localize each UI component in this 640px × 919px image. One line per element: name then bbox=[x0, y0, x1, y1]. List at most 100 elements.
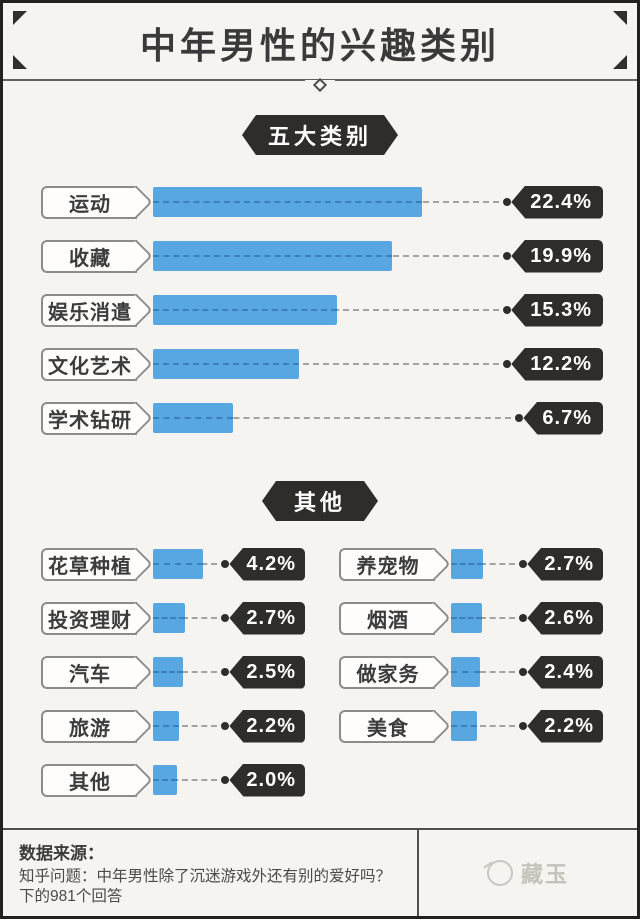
bar bbox=[451, 603, 483, 633]
leader-dot-icon bbox=[519, 668, 528, 676]
bar bbox=[153, 765, 177, 795]
leader-dot-icon bbox=[503, 198, 512, 206]
corner-triangle-icon bbox=[613, 11, 627, 25]
section-badge-main: 五大类别 bbox=[242, 115, 398, 155]
bar bbox=[153, 349, 300, 379]
page-title: 中年男性的兴趣类别 bbox=[139, 25, 500, 66]
bar-track bbox=[451, 547, 516, 581]
leader-dot-icon bbox=[503, 306, 512, 314]
leader-dot-icon bbox=[221, 560, 230, 568]
percent-sign: % bbox=[277, 714, 296, 737]
value-text: 19.9 bbox=[530, 244, 574, 267]
bar-track bbox=[153, 547, 218, 581]
category-label: 养宠物 bbox=[356, 555, 420, 578]
data-source: 数据来源： 知乎问题：中年男性除了沉迷游戏外还有别的爱好吗？ 下的981个回答 bbox=[3, 830, 417, 916]
value-tag: 6.7% bbox=[523, 401, 603, 435]
value-text: 2.4 bbox=[544, 660, 576, 683]
leader-dot-icon bbox=[221, 722, 230, 730]
value-tag: 2.2% bbox=[527, 709, 603, 743]
category-label-tag: 养宠物 bbox=[339, 547, 435, 581]
bar-row: 旅游 2.2% bbox=[41, 709, 305, 743]
percent-sign: % bbox=[277, 606, 296, 629]
percent-sign: % bbox=[575, 552, 594, 575]
leader-dot-icon bbox=[519, 614, 528, 622]
value-tag: 2.7% bbox=[527, 547, 603, 581]
value-tag: 12.2% bbox=[511, 347, 603, 381]
value-text: 2.0 bbox=[246, 768, 278, 791]
footer: 数据来源： 知乎问题：中年男性除了沉迷游戏外还有别的爱好吗？ 下的981个回答 … bbox=[3, 828, 637, 916]
value-tag: 22.4% bbox=[511, 185, 603, 219]
value-text: 15.3 bbox=[530, 298, 574, 321]
value-text: 12.2 bbox=[530, 352, 574, 375]
bar-track bbox=[153, 763, 218, 797]
value-tag: 15.3% bbox=[511, 293, 603, 327]
category-label: 学术钻研 bbox=[48, 409, 132, 432]
category-label: 其他 bbox=[69, 771, 111, 794]
percent-sign: % bbox=[575, 660, 594, 683]
bar bbox=[153, 711, 180, 741]
value-text: 2.2 bbox=[544, 714, 576, 737]
other-bar-chart: 花草种植 4.2% 投资理财 2.7% 汽车 2.5% 旅游 bbox=[3, 547, 637, 817]
bar-row: 美食 2.2% bbox=[339, 709, 603, 743]
category-label-tag: 运动 bbox=[41, 185, 137, 219]
bar-track bbox=[153, 709, 218, 743]
category-label-tag: 美食 bbox=[339, 709, 435, 743]
bar-track bbox=[153, 347, 500, 381]
percent-sign: % bbox=[573, 190, 592, 213]
bar-row: 其他 2.0% bbox=[41, 763, 305, 797]
category-label-tag: 其他 bbox=[41, 763, 137, 797]
bar-row: 运动 22.4% bbox=[41, 185, 603, 219]
section-badge-other: 其他 bbox=[262, 481, 378, 521]
percent-sign: % bbox=[573, 244, 592, 267]
value-tag: 2.5% bbox=[229, 655, 305, 689]
bar bbox=[153, 603, 186, 633]
category-label: 运动 bbox=[69, 193, 111, 216]
bar-row: 收藏 19.9% bbox=[41, 239, 603, 273]
bar bbox=[153, 549, 204, 579]
percent-sign: % bbox=[573, 352, 592, 375]
bar-row: 养宠物 2.7% bbox=[339, 547, 603, 581]
bar bbox=[451, 549, 484, 579]
leader-dot-icon bbox=[503, 252, 512, 260]
bar-track bbox=[153, 185, 500, 219]
category-label: 做家务 bbox=[356, 663, 420, 686]
value-text: 2.7 bbox=[544, 552, 576, 575]
bar-row: 娱乐消遣 15.3% bbox=[41, 293, 603, 327]
value-text: 4.2 bbox=[246, 552, 278, 575]
category-label-tag: 旅游 bbox=[41, 709, 137, 743]
category-label-tag: 文化艺术 bbox=[41, 347, 137, 381]
category-label-tag: 花草种植 bbox=[41, 547, 137, 581]
corner-triangle-icon bbox=[13, 55, 27, 69]
category-label: 花草种植 bbox=[48, 555, 132, 578]
bar-track bbox=[153, 293, 500, 327]
category-label: 文化艺术 bbox=[48, 355, 132, 378]
bar bbox=[153, 295, 337, 325]
percent-sign: % bbox=[575, 606, 594, 629]
zangyu-logo-icon bbox=[486, 860, 513, 886]
bar-row: 汽车 2.5% bbox=[41, 655, 305, 689]
percent-sign: % bbox=[573, 298, 592, 321]
source-label: 数据来源： bbox=[19, 844, 104, 863]
other-left-column: 花草种植 4.2% 投资理财 2.7% 汽车 2.5% 旅游 bbox=[41, 547, 305, 817]
bar bbox=[153, 187, 422, 217]
percent-sign: % bbox=[277, 660, 296, 683]
leader-dot-icon bbox=[221, 776, 230, 784]
category-label: 旅游 bbox=[69, 717, 111, 740]
bar bbox=[153, 657, 183, 687]
header-divider bbox=[3, 77, 637, 93]
value-text: 2.7 bbox=[246, 606, 278, 629]
bar-track bbox=[153, 655, 218, 689]
bar-track bbox=[153, 401, 512, 435]
bar-track bbox=[451, 601, 516, 635]
bar-row: 做家务 2.4% bbox=[339, 655, 603, 689]
watermark-text: 藏玉 bbox=[520, 862, 569, 887]
bar-row: 学术钻研 6.7% bbox=[41, 401, 603, 435]
leader-dot-icon bbox=[519, 722, 528, 730]
category-label-tag: 烟酒 bbox=[339, 601, 435, 635]
value-tag: 2.4% bbox=[527, 655, 603, 689]
category-label: 收藏 bbox=[69, 247, 111, 270]
bar bbox=[153, 241, 392, 271]
leader-dot-icon bbox=[221, 614, 230, 622]
corner-triangle-icon bbox=[613, 55, 627, 69]
